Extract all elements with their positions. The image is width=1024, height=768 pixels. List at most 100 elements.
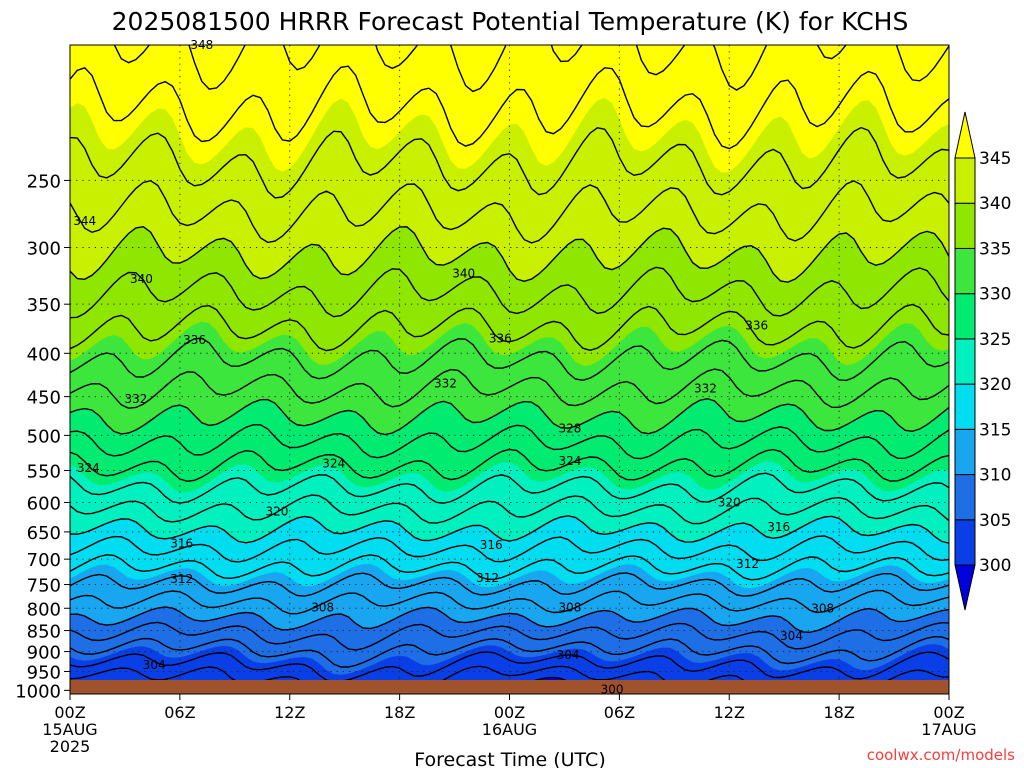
isentrope-line	[70, 126, 949, 199]
contour-label: 332	[694, 381, 717, 395]
contour-label: 340	[130, 272, 153, 286]
y-tick-label: 500	[27, 426, 61, 447]
contour-label: 304	[780, 629, 803, 643]
isentrope-line	[70, 621, 949, 651]
credit-text: coolwx.com/models	[867, 746, 1015, 764]
colorbar-label: 315	[979, 420, 1011, 440]
x-tick-label: 06Z	[164, 703, 195, 722]
contour-label: 340	[452, 267, 475, 281]
y-tick-label: 800	[27, 599, 61, 620]
colorbar-swatch	[954, 474, 976, 521]
colorbar-label: 300	[979, 556, 1011, 576]
x-tick-label: 17AUG	[921, 720, 976, 739]
contour-label: 344	[73, 214, 96, 228]
isentrope-line	[70, 572, 949, 597]
isentrope-line	[70, 665, 949, 680]
y-tick-label: 300	[27, 238, 61, 259]
colorbar-swatch	[954, 383, 976, 430]
y-tick-label: 750	[27, 576, 61, 597]
colorbar-label: 340	[979, 194, 1011, 214]
contour-label: 316	[767, 520, 790, 534]
x-tick-label: 00Z	[494, 703, 525, 722]
x-tick-label: 16AUG	[482, 720, 537, 739]
colorbar-label: 345	[979, 149, 1011, 169]
contour-label: 308	[311, 600, 334, 614]
ground-surface	[70, 680, 949, 694]
x-tick-label: 12Z	[714, 703, 745, 722]
y-tick-label: 350	[27, 295, 61, 316]
contour-label: 320	[718, 495, 741, 509]
isentrope-line	[113, 45, 949, 93]
y-tick-label: 850	[27, 622, 61, 643]
isentrope-line	[70, 225, 949, 283]
contour-label: 320	[265, 505, 288, 519]
contour-label: 324	[322, 457, 345, 471]
isentrope-line	[70, 494, 949, 525]
x-tick-label: 18Z	[823, 703, 854, 722]
y-tick-label: 650	[27, 523, 61, 544]
x-tick-label: 06Z	[604, 703, 635, 722]
isentrope-line	[70, 651, 949, 680]
x-tick-label: 15AUG	[42, 720, 97, 739]
colorbar-swatch	[954, 338, 976, 385]
colorbar-label: 305	[979, 511, 1011, 531]
y-tick-label: 450	[27, 388, 61, 409]
colorbar-swatch	[954, 157, 976, 204]
contour-label: 336	[745, 319, 768, 333]
contour-lines	[70, 45, 949, 680]
x-tick-label: 00Z	[54, 703, 85, 722]
y-axis: 2503003504004505005506006507007508008509…	[15, 171, 70, 702]
contour-label: 304	[143, 658, 166, 672]
colorbar-legend: 300 305 310 315 320 325 330 335 340 345	[954, 111, 1011, 611]
isentrope-line	[70, 179, 949, 244]
colorbar-swatch	[954, 247, 976, 295]
isentrope-line	[70, 424, 949, 460]
contour-label: 332	[434, 376, 457, 390]
isentrope-line	[70, 397, 949, 436]
contour-label: 324	[558, 454, 581, 468]
colorbar-label: 325	[979, 330, 1011, 350]
isentrope-line	[70, 337, 949, 382]
isentrope-line	[70, 303, 949, 352]
colorbar-label: 310	[979, 466, 1011, 486]
contour-label: 300	[601, 683, 624, 697]
y-tick-label: 700	[27, 550, 61, 571]
isentrope-line	[70, 472, 949, 504]
y-tick-label: 550	[27, 461, 61, 482]
colorbar-swatch	[954, 293, 976, 340]
y-tick-label: 600	[27, 493, 61, 514]
colorbar-swatch	[954, 428, 976, 476]
y-tick-label: 400	[27, 344, 61, 365]
y-tick-label: 950	[27, 662, 61, 683]
colorbar-arrow-bottom	[954, 564, 976, 611]
y-tick-label: 250	[27, 171, 61, 192]
colorbar-label: 320	[979, 375, 1011, 395]
contour-label: 308	[811, 602, 834, 616]
y-tick-label: 900	[27, 643, 61, 664]
contour-label: 328	[558, 422, 581, 436]
colorbar-label: 335	[979, 239, 1011, 259]
isentrope-line	[70, 589, 949, 615]
contour-label: 312	[170, 572, 193, 586]
contour-label: 308	[558, 600, 581, 614]
contour-labels: 348 344 340 340 336 336 336 332 332 332 328 324 324 3…	[73, 38, 834, 697]
colorbar-label: 330	[979, 285, 1011, 305]
contour-label: 324	[77, 461, 100, 475]
contour-label: 336	[489, 331, 512, 345]
y-tick-label: 1000	[15, 681, 61, 702]
x-axis-label: Forecast Time (UTC)	[414, 749, 605, 768]
isentrope-line	[70, 606, 949, 634]
contour-label: 316	[170, 537, 193, 551]
colorbar-swatch	[954, 202, 976, 249]
x-tick-label: 2025	[50, 737, 91, 756]
contour-label: 332	[124, 392, 147, 406]
x-tick-label: 18Z	[384, 703, 415, 722]
contour-label: 312	[476, 571, 499, 585]
isentrope-line	[70, 635, 949, 668]
contour-label: 304	[557, 648, 580, 662]
contour-label: 336	[183, 333, 206, 347]
contour-label: 316	[480, 538, 503, 552]
x-tick-label: 12Z	[274, 703, 305, 722]
